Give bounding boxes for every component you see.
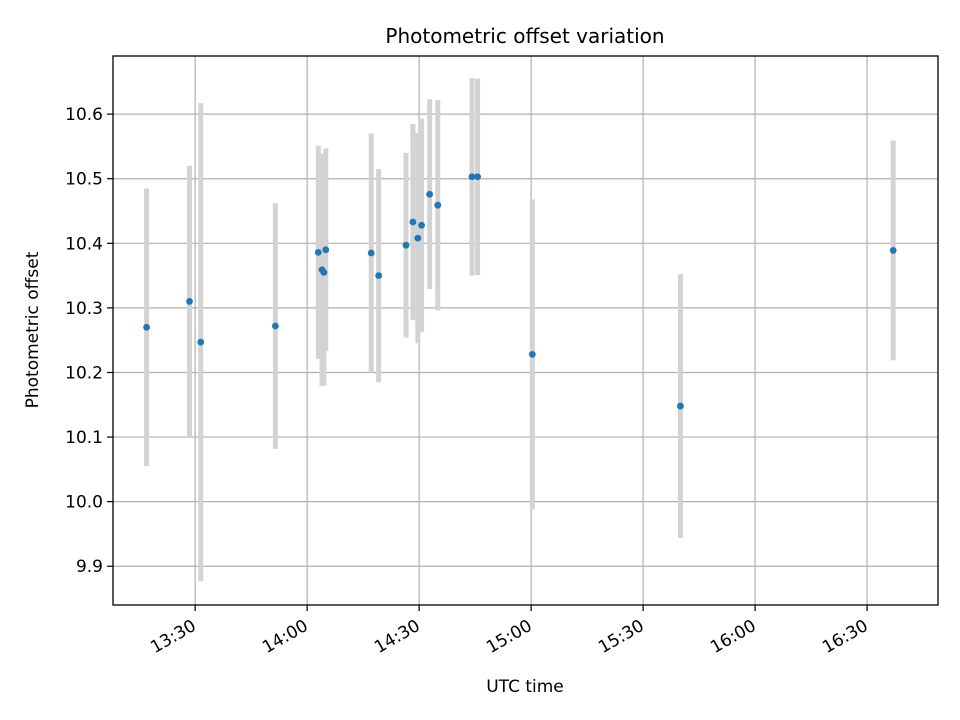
data-point [677,402,684,410]
data-point [474,173,481,181]
y-tick-label: 10.0 [65,493,103,513]
data-point [271,322,279,330]
y-axis-ticks: 9.9 10.0 10.1 10.2 10.3 10.4 10.5 10.6 [65,105,113,577]
y-tick-label: 10.6 [65,105,103,125]
data-point [889,247,897,254]
x-axis-label: UTC time [486,677,564,697]
y-tick-label: 10.4 [65,234,103,254]
data-point [426,190,434,198]
data-point [186,298,193,305]
y-tick-label: 9.9 [76,557,103,577]
data-points [143,173,897,410]
data-point [322,246,330,254]
y-tick-label: 10.3 [65,299,103,319]
y-tick-label: 10.5 [65,170,103,190]
data-point [468,173,476,181]
data-point [409,218,417,226]
data-point [367,249,375,257]
data-point [314,248,322,256]
y-tick-label: 10.2 [65,363,103,383]
data-point [375,272,383,279]
data-point [320,268,328,276]
data-point [528,350,536,358]
y-tick-label: 10.1 [65,428,103,448]
chart-title: Photometric offset variation [385,24,664,48]
data-point [197,338,205,346]
data-point [414,234,422,242]
data-point [418,221,425,229]
plot-frame [112,55,939,606]
data-point [402,241,410,249]
data-point [434,201,442,209]
y-axis-label: Photometric offset [23,251,43,408]
data-point [143,323,150,331]
